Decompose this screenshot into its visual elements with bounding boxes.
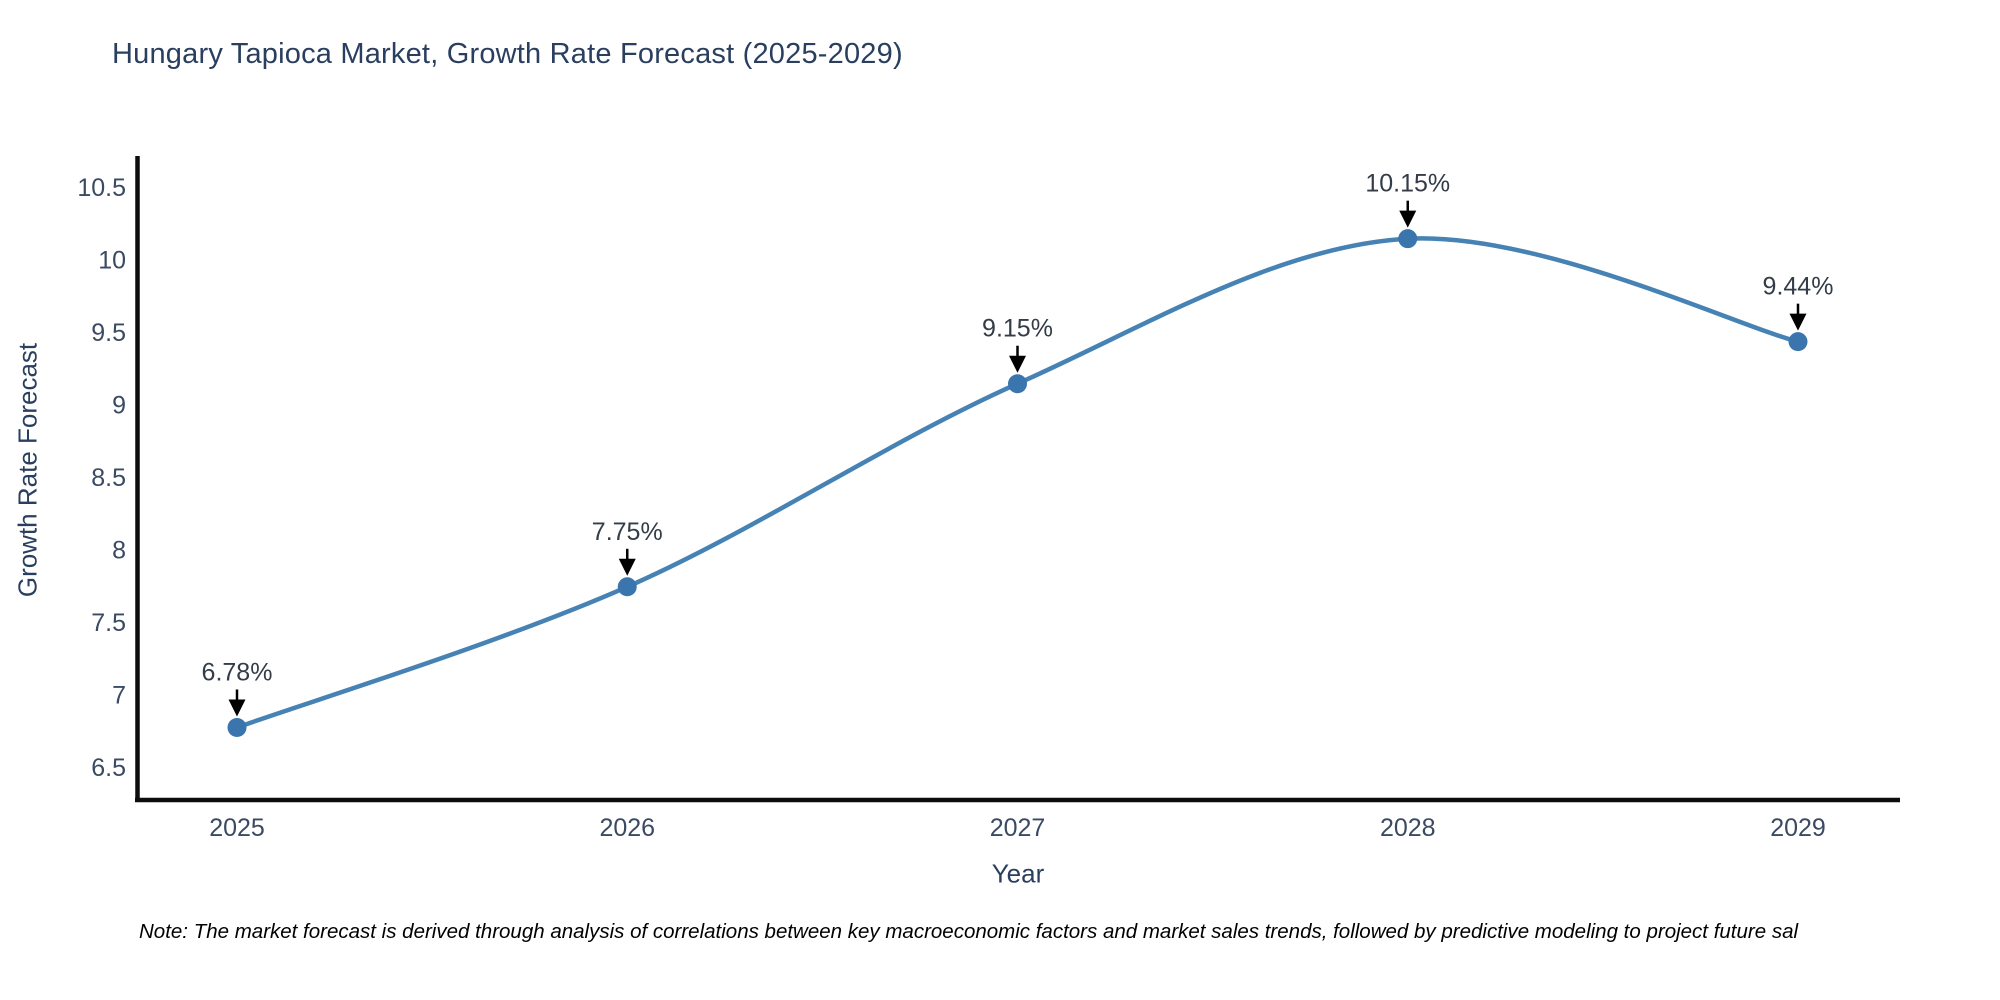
y-tick-label: 6.5 <box>91 754 126 782</box>
point-annotation-label: 9.15% <box>982 315 1053 343</box>
chart-title: Hungary Tapioca Market, Growth Rate Fore… <box>112 38 903 70</box>
annotation-arrow-head <box>228 699 246 717</box>
footnote-text: Note: The market forecast is derived thr… <box>139 920 1799 943</box>
annotation-arrow-head <box>1399 210 1417 228</box>
y-tick-label: 7.5 <box>91 609 126 637</box>
x-axis-title: Year <box>991 858 1045 889</box>
data-point <box>1008 374 1027 394</box>
y-tick-label: 9 <box>112 391 126 419</box>
x-tick-label: 2029 <box>1770 814 1826 842</box>
y-tick-label: 10 <box>98 246 126 274</box>
annotation-arrow-head <box>1789 313 1807 331</box>
y-tick-label: 9.5 <box>91 319 126 347</box>
annotation-arrow-head <box>1009 355 1026 373</box>
y-tick-label: 10.5 <box>77 174 126 202</box>
y-tick-label: 7 <box>112 682 126 710</box>
annotation-arrow-head <box>618 558 636 576</box>
x-tick-label: 2027 <box>990 814 1046 842</box>
data-point <box>1788 332 1808 352</box>
data-point <box>1398 229 1418 249</box>
x-tick-label: 2025 <box>209 814 265 842</box>
y-tick-label: 8 <box>112 537 126 565</box>
point-annotation-label: 9.44% <box>1763 273 1834 301</box>
data-point <box>617 577 637 597</box>
point-annotation-label: 6.78% <box>202 658 273 686</box>
point-annotation-label: 7.75% <box>592 518 663 546</box>
trend-line <box>234 236 1801 730</box>
point-annotation-label: 10.15% <box>1365 170 1450 198</box>
x-tick-label: 2028 <box>1380 814 1436 842</box>
x-tick-label: 2026 <box>599 814 655 842</box>
y-tick-label: 8.5 <box>91 464 126 492</box>
data-point <box>227 717 247 737</box>
